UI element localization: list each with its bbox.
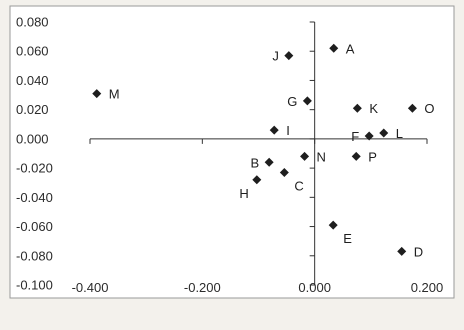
point-f (364, 131, 374, 141)
y-tick-label: 0.040 (16, 73, 49, 88)
y-tick-label: -0.020 (16, 161, 53, 176)
y-tick-label: 0.080 (16, 15, 49, 30)
point-label-a: A (346, 41, 355, 56)
x-tick-label: -0.400 (72, 280, 109, 295)
y-tick-label: -0.100 (16, 278, 53, 293)
point-b (264, 157, 274, 167)
point-l (379, 128, 389, 138)
y-axis-ticks: 0.080 0.060 0.040 0.020 0.000 -0.020 -0.040 -0.… (16, 15, 315, 293)
point-label-l: L (396, 126, 403, 141)
y-tick-label: -0.060 (16, 219, 53, 234)
point-label-e: E (343, 231, 352, 246)
point-label-d: D (414, 244, 423, 259)
point-m (92, 89, 102, 99)
point-label-g: G (287, 94, 297, 109)
point-k (352, 103, 362, 113)
point-i (269, 125, 279, 135)
point-label-j: J (272, 49, 279, 64)
y-tick-label: 0.000 (16, 131, 49, 146)
point-label-c: C (294, 178, 303, 193)
point-label-k: K (369, 101, 378, 116)
y-tick-label: 0.060 (16, 44, 49, 59)
x-tick-label: 0.000 (298, 280, 331, 295)
point-j (284, 51, 294, 61)
point-label-i: I (286, 123, 290, 138)
x-tick-label: -0.200 (184, 280, 221, 295)
data-points: A J M G K O I F L N P B C H E D (92, 41, 435, 259)
point-label-m: M (109, 87, 120, 102)
x-axis-ticks: -0.400 -0.200 0.000 0.200 (72, 138, 444, 295)
point-label-h: H (239, 186, 248, 201)
point-label-o: O (424, 101, 434, 116)
point-g (302, 96, 312, 106)
point-a (329, 43, 339, 53)
point-c (279, 167, 289, 177)
y-tick-label: -0.040 (16, 190, 53, 205)
point-label-n: N (317, 149, 326, 164)
point-label-p: P (368, 149, 377, 164)
point-label-b: B (250, 155, 259, 170)
point-p (351, 151, 361, 161)
point-h (252, 175, 262, 185)
point-e (328, 220, 338, 230)
x-tick-label: 0.200 (411, 280, 444, 295)
plot-frame (9, 5, 455, 299)
y-tick-label: -0.080 (16, 248, 53, 263)
point-o (407, 103, 417, 113)
y-tick-label: 0.020 (16, 102, 49, 117)
point-n (300, 151, 310, 161)
point-d (397, 246, 407, 256)
point-label-f: F (351, 129, 359, 144)
